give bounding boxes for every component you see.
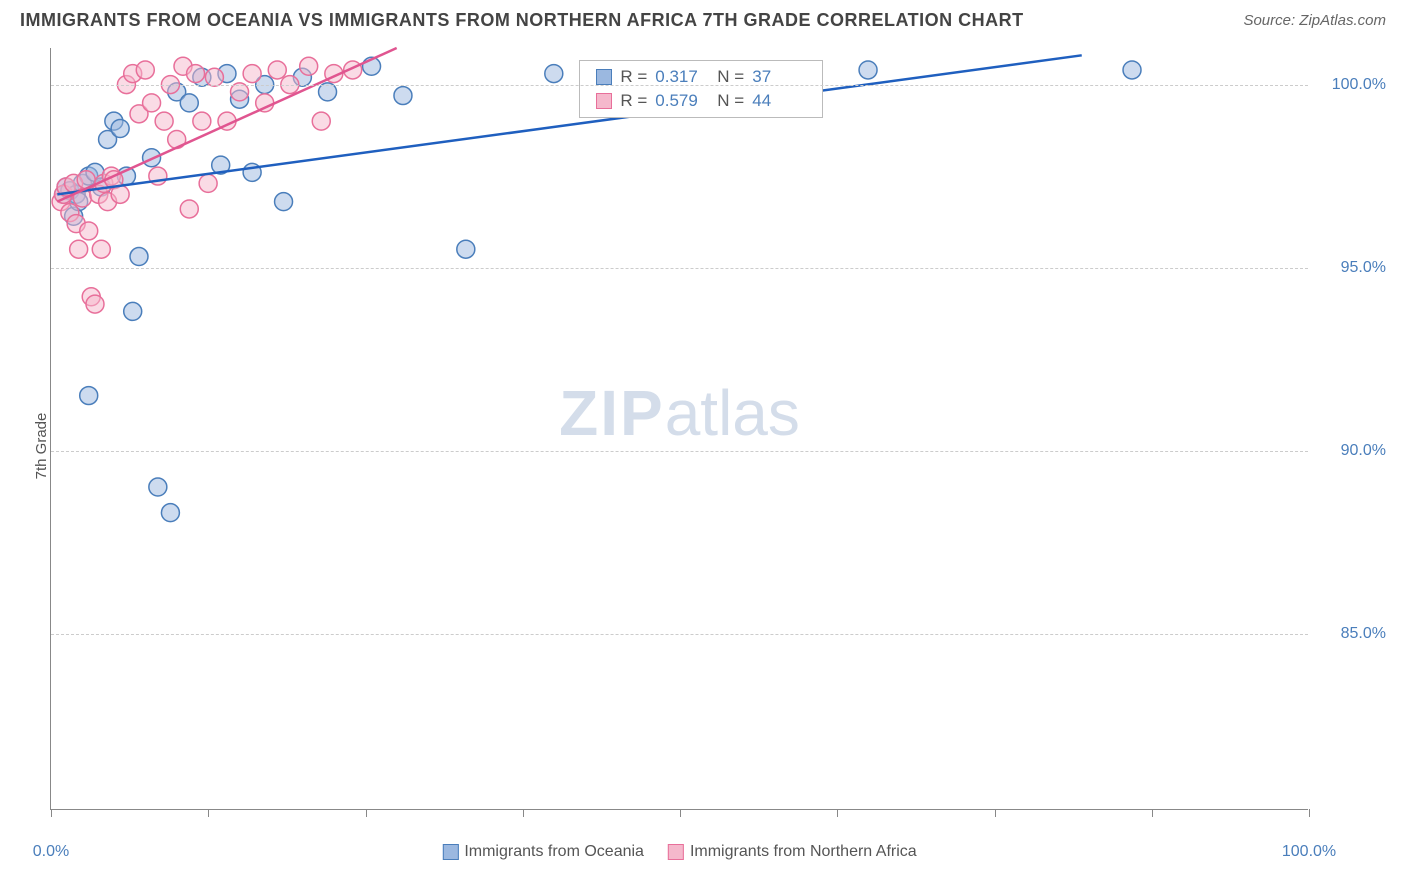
n-value-nafrica: 44 [752, 91, 806, 111]
legend-label-nafrica: Immigrants from Northern Africa [690, 843, 917, 861]
chart-title: IMMIGRANTS FROM OCEANIA VS IMMIGRANTS FR… [20, 10, 1024, 31]
gridline [51, 85, 1308, 86]
scatter-point [312, 112, 330, 130]
scatter-point [92, 240, 110, 258]
y-tick-label: 100.0% [1332, 76, 1386, 94]
r-value-nafrica: 0.579 [655, 91, 709, 111]
scatter-point [300, 57, 318, 75]
n-label: N = [717, 91, 744, 111]
scatter-point [180, 200, 198, 218]
scatter-point [80, 387, 98, 405]
scatter-point [256, 94, 274, 112]
y-tick-label: 90.0% [1341, 442, 1386, 460]
y-tick-label: 85.0% [1341, 625, 1386, 643]
swatch-nafrica [596, 93, 612, 109]
series-legend: Immigrants from Oceania Immigrants from … [442, 843, 916, 861]
scatter-point [243, 65, 261, 83]
scatter-point [1123, 61, 1141, 79]
x-tick [680, 809, 681, 817]
scatter-point [136, 61, 154, 79]
x-tick [51, 809, 52, 817]
gridline [51, 634, 1308, 635]
scatter-point [275, 193, 293, 211]
scatter-point [155, 112, 173, 130]
y-axis-label: 7th Grade [33, 413, 50, 480]
x-tick [1152, 809, 1153, 817]
scatter-point [180, 94, 198, 112]
x-tick [366, 809, 367, 817]
scatter-point [394, 87, 412, 105]
x-tick [837, 809, 838, 817]
scatter-point [457, 240, 475, 258]
gridline [51, 451, 1308, 452]
swatch-oceania-bottom [442, 844, 458, 860]
scatter-point [149, 478, 167, 496]
scatter-point [70, 240, 88, 258]
scatter-point [80, 222, 98, 240]
x-tick [1309, 809, 1310, 817]
x-tick-label: 100.0% [1282, 843, 1336, 861]
gridline [51, 268, 1308, 269]
scatter-point [187, 65, 205, 83]
x-tick-label: 0.0% [33, 843, 69, 861]
scatter-point [268, 61, 286, 79]
scatter-point [161, 504, 179, 522]
x-tick [995, 809, 996, 817]
chart-header: IMMIGRANTS FROM OCEANIA VS IMMIGRANTS FR… [0, 0, 1406, 41]
legend-item-oceania: Immigrants from Oceania [442, 843, 644, 861]
scatter-point [86, 295, 104, 313]
scatter-point [205, 68, 223, 86]
legend-row-nafrica: R = 0.579 N = 44 [580, 89, 822, 113]
swatch-nafrica-bottom [668, 844, 684, 860]
r-label: R = [620, 91, 647, 111]
legend-label-oceania: Immigrants from Oceania [464, 843, 644, 861]
scatter-point [143, 94, 161, 112]
legend-item-nafrica: Immigrants from Northern Africa [668, 843, 917, 861]
correlation-legend: R = 0.317 N = 37 R = 0.579 N = 44 [579, 60, 823, 118]
x-tick [208, 809, 209, 817]
scatter-point [124, 302, 142, 320]
scatter-point [111, 120, 129, 138]
chart-source: Source: ZipAtlas.com [1243, 12, 1386, 29]
chart-plot-area: ZIPatlas R = 0.317 N = 37 R = 0.579 N = … [50, 48, 1308, 810]
chart-svg [51, 48, 1308, 809]
scatter-point [199, 174, 217, 192]
scatter-point [130, 248, 148, 266]
swatch-oceania [596, 69, 612, 85]
scatter-point [111, 185, 129, 203]
y-tick-label: 95.0% [1341, 259, 1386, 277]
scatter-point [859, 61, 877, 79]
scatter-point [545, 65, 563, 83]
x-tick [523, 809, 524, 817]
scatter-point [193, 112, 211, 130]
